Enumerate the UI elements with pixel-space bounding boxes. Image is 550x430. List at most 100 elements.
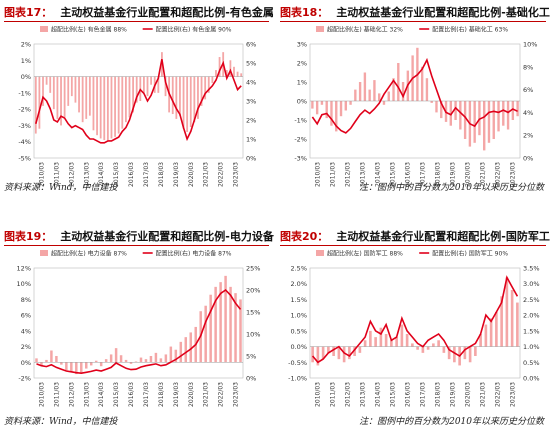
- title-rule: [280, 245, 546, 246]
- y-right-tick-label: 5%: [246, 60, 256, 68]
- bar: [487, 101, 491, 143]
- bar: [193, 76, 196, 123]
- bar: [109, 354, 113, 363]
- bar: [139, 357, 143, 363]
- bar: [492, 101, 495, 139]
- x-tick-label: 2018/03: [435, 382, 442, 407]
- y-right-tick-label: 1%: [246, 136, 256, 144]
- x-tick-label: 2017/03: [143, 162, 150, 187]
- bar: [186, 76, 189, 132]
- bar: [405, 334, 409, 347]
- bar: [174, 349, 178, 363]
- bar: [368, 89, 371, 101]
- bar: [124, 76, 127, 123]
- bar: [327, 346, 330, 353]
- x-tick-label: 2011/03: [53, 162, 60, 187]
- y-right-tick-label: 2%: [246, 117, 256, 125]
- bar: [378, 93, 381, 101]
- bar: [374, 337, 377, 347]
- bar: [363, 72, 367, 101]
- bar: [411, 343, 414, 347]
- x-tick-label: 2011/03: [53, 382, 60, 407]
- x-tick-label: 2019/03: [173, 382, 180, 407]
- y-left-tick-label: 1.0%: [290, 312, 307, 320]
- bar: [379, 327, 383, 347]
- bar: [60, 362, 63, 365]
- bar: [81, 76, 84, 123]
- bar: [124, 359, 128, 363]
- panel-title: 图表19： 主动权益基金行业配置和超配比例-电力设备: [4, 228, 274, 244]
- bar: [426, 346, 430, 350]
- y-left-tick-label: 0.0%: [290, 343, 307, 351]
- y-left-tick-label: 3%: [297, 41, 307, 49]
- y-right-tick-label: 10%: [523, 41, 537, 49]
- panel-heading: 主动权益基金行业配置和超配比例-电力设备: [60, 230, 274, 243]
- bar: [337, 346, 341, 360]
- bar: [363, 340, 367, 347]
- bar: [164, 76, 167, 97]
- bar: [119, 355, 123, 363]
- source-text: 资料来源：Wind，中信建投: [4, 183, 118, 193]
- bar: [117, 76, 120, 134]
- bar: [110, 76, 113, 139]
- bar: [369, 330, 372, 347]
- bar: [506, 101, 510, 130]
- y-left-tick-label: 2.0%: [290, 280, 307, 288]
- bar: [430, 101, 433, 103]
- bar: [175, 76, 178, 119]
- x-tick-label: 2010/03: [38, 162, 45, 187]
- bar: [215, 70, 217, 77]
- plot-frame: [309, 267, 521, 379]
- legend-line-label: 配置比例(右) 国防军工 90%: [432, 250, 508, 258]
- bar: [88, 76, 91, 116]
- bar: [240, 73, 243, 77]
- x-tick-label: 2022/03: [495, 162, 502, 187]
- y-left-tick-label: 1.5%: [290, 296, 307, 304]
- y-left-tick-label: 0%: [297, 98, 307, 106]
- bar: [70, 76, 73, 97]
- y-left-tick-label: -3%: [18, 122, 31, 130]
- y-right-tick-label: 1.5%: [523, 327, 540, 335]
- bar: [516, 302, 519, 347]
- bar: [321, 346, 325, 360]
- y-left-tick-label: -1.0%: [288, 375, 307, 383]
- y-right-tick-label: 15%: [246, 309, 260, 317]
- x-tick-label: 2023/03: [233, 162, 240, 187]
- y-left-tick-label: 0.5%: [290, 327, 307, 335]
- chart-17: -5% -4% -3% -2% -1% 0% 1% 2% 0% 1% 2% 3% 4% 5% 6% 2010/…: [18, 26, 256, 187]
- x-tick-label: 2013/03: [360, 162, 367, 187]
- bar: [60, 76, 62, 126]
- bar: [150, 76, 153, 85]
- legend-bar-label: 超配比例(左) 有色金属 88%: [51, 26, 127, 34]
- y-right-tick-label: 0.0%: [523, 375, 540, 383]
- y-right-tick-label: 2.5%: [523, 296, 540, 304]
- legend-line-label: 配置比例(右) 电力设备 87%: [156, 250, 232, 258]
- x-tick-label: 2021/03: [203, 162, 210, 187]
- x-tick-label: 2015/03: [390, 382, 397, 407]
- x-tick-label: 2018/03: [435, 162, 442, 187]
- bar: [500, 296, 503, 347]
- legend-line-label: 配置比例(右) 有色金属 90%: [156, 26, 232, 34]
- bar: [74, 76, 77, 103]
- y-left-tick-label: 8%: [21, 296, 31, 304]
- panel-title: 图表17： 主动权益基金行业配置和超配比例-有色金属: [4, 4, 274, 20]
- y-left-tick-label: -1%: [294, 117, 307, 125]
- x-tick-label: 2023/03: [233, 382, 240, 407]
- legend-bar-label: 超配比例(左) 基础化工 32%: [327, 26, 403, 34]
- legend-bar-swatch: [40, 26, 48, 32]
- x-tick-label: 2010/03: [315, 382, 322, 407]
- y-left-tick-label: 1%: [297, 79, 307, 87]
- bar: [453, 346, 456, 363]
- bar: [197, 76, 199, 119]
- bar: [516, 101, 519, 117]
- panel-heading: 主动权益基金行业配置和超配比例-基础化工: [336, 6, 550, 19]
- bar: [45, 76, 48, 85]
- bar: [416, 346, 419, 350]
- bar: [392, 78, 395, 101]
- panel-heading: 主动权益基金行业配置和超配比例-有色金属: [60, 6, 274, 19]
- bar: [468, 346, 472, 363]
- bar: [189, 76, 192, 128]
- bar: [179, 76, 181, 116]
- bar: [78, 76, 80, 113]
- bar: [320, 101, 324, 105]
